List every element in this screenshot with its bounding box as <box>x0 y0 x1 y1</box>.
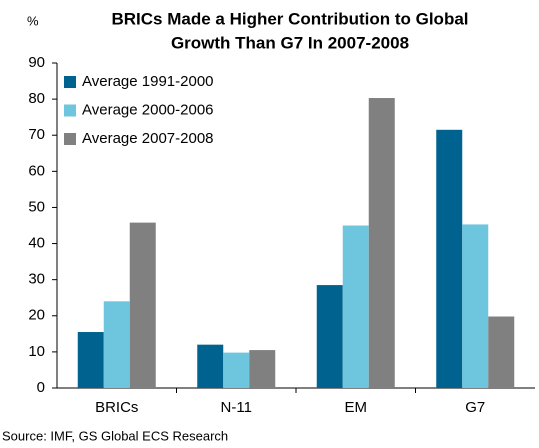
bar <box>129 222 156 388</box>
bar <box>249 350 276 388</box>
y-tick-label: 20 <box>28 307 45 324</box>
bar <box>77 332 104 388</box>
y-tick-label: 60 <box>28 162 45 179</box>
bar <box>316 285 343 388</box>
x-tick-label: N-11 <box>221 399 252 416</box>
y-axis-label: % <box>27 13 39 28</box>
y-tick-label: 80 <box>28 90 45 107</box>
y-tick-label: 30 <box>28 271 45 288</box>
legend-label: Average 2007-2008 <box>82 130 214 147</box>
source-note: Source: IMF, GS Global ECS Research <box>2 428 228 443</box>
bar <box>342 225 369 388</box>
x-tick-label: EM <box>345 399 368 416</box>
bar <box>223 352 250 388</box>
x-tick-label: BRICs <box>95 399 138 416</box>
y-tick-label: 90 <box>28 54 45 71</box>
legend-label: Average 2000-2006 <box>82 101 214 118</box>
bar <box>462 224 489 388</box>
bar <box>197 344 224 388</box>
y-tick-label: 40 <box>28 235 45 252</box>
y-tick-label: 0 <box>37 379 45 396</box>
chart-title: BRICs Made a Higher Contribution to Glob… <box>112 9 469 28</box>
legend-label: Average 1991-2000 <box>82 73 214 90</box>
legend-swatch <box>64 133 76 145</box>
y-tick-label: 50 <box>28 198 45 215</box>
x-tick-label: G7 <box>465 399 485 416</box>
chart-title: Growth Than G7 In 2007-2008 <box>171 33 409 52</box>
legend-swatch <box>64 104 76 117</box>
legend-swatch <box>64 76 76 88</box>
bar <box>368 98 395 389</box>
bar <box>103 301 130 388</box>
bar <box>436 129 463 389</box>
bar <box>488 316 515 388</box>
y-tick-label: 70 <box>28 126 45 143</box>
y-tick-label: 10 <box>28 343 45 360</box>
